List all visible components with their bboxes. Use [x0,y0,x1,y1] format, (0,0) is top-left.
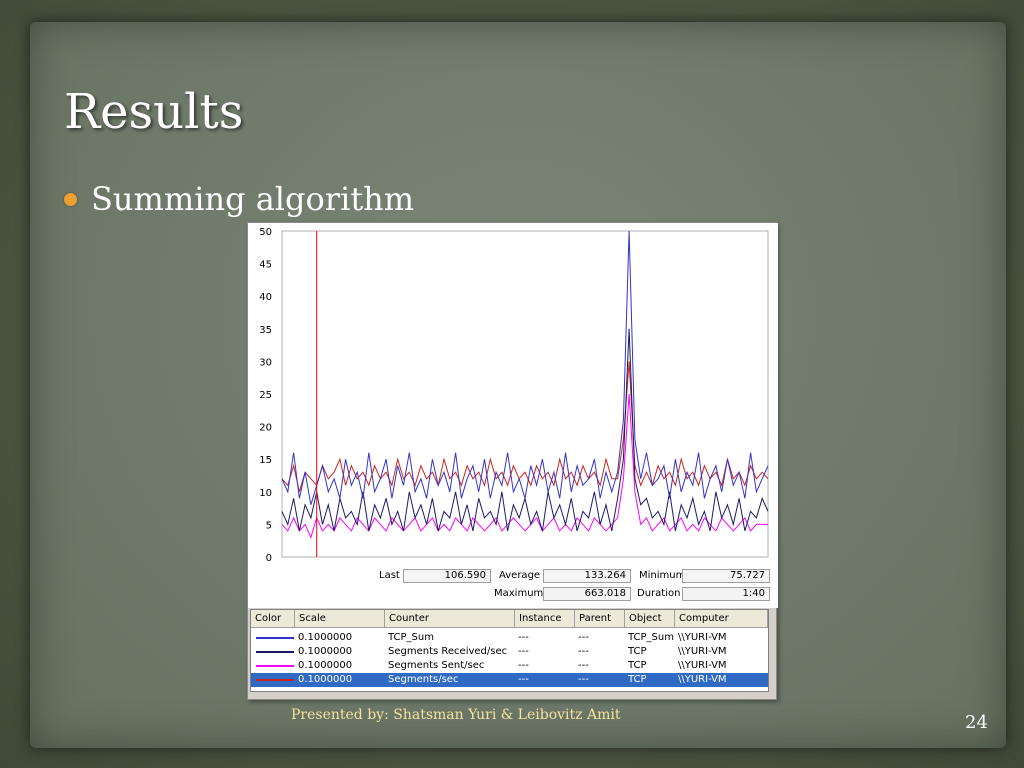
y-tick-label: 30 [259,357,272,368]
object-cell: TCP [628,646,647,657]
y-tick-label: 5 [266,520,272,531]
column-header-color[interactable]: Color [251,610,295,628]
instance-cell: --- [518,674,529,685]
slide-title: Results [64,84,244,140]
y-tick-label: 15 [259,455,272,466]
plot-frame [281,230,769,558]
y-tick-label: 0 [266,553,272,564]
slide-footer: Presented by: Shatsman Yuri & Leibovitz … [291,707,621,723]
minimum-value: 75.727 [682,569,770,583]
column-header-scale[interactable]: Scale [295,610,385,628]
y-tick-label: 45 [259,260,272,271]
scale-cell: 0.1000000 [298,632,353,643]
parent-cell: --- [578,674,589,685]
last-value: 106.590 [403,569,491,583]
perfmon-screenshot: 50 45 40 35 30 25 20 15 10 5 0 Last 106.590 Averag… [247,222,778,700]
column-header-counter[interactable]: Counter [385,610,515,628]
plot-area: 50 45 40 35 30 25 20 15 10 5 0 [248,223,778,568]
series-line [281,361,769,492]
series-color-swatch [256,637,294,639]
counter-cell: Segments Received/sec [388,646,508,657]
series-line [281,393,768,539]
series-color-swatch [256,651,294,653]
counter-row-selected[interactable]: 0.1000000 Segments/sec --- --- TCP \\YUR… [251,673,768,687]
instance-cell: --- [518,632,529,643]
maximum-label: Maximum [494,588,544,599]
bullet-text: Summing algorithm [91,180,415,218]
duration-value: 1:40 [682,587,770,601]
series-color-swatch [256,679,294,681]
page-number: 24 [965,712,988,733]
computer-cell: \\YURI-VM [678,632,727,643]
counter-row[interactable]: 0.1000000 TCP_Sum --- --- TCP_Sum \\YURI… [251,631,768,645]
last-label: Last [379,570,400,581]
bullet-item: Summing algorithm [64,180,414,218]
y-tick-label: 40 [259,292,272,303]
y-tick-label: 10 [259,488,272,499]
object-cell: TCP [628,674,647,685]
column-header-computer[interactable]: Computer [675,610,768,628]
scale-cell: 0.1000000 [298,646,353,657]
counter-row[interactable]: 0.1000000 Segments Received/sec --- --- … [251,645,768,659]
duration-label: Duration [637,588,681,599]
parent-cell: --- [578,660,589,671]
maximum-value: 663.018 [543,587,631,601]
counter-list[interactable]: Color Scale Counter Instance Parent Obje… [250,609,769,692]
counter-row[interactable]: 0.1000000 Segments Sent/sec --- --- TCP … [251,659,768,673]
computer-cell: \\YURI-VM [678,674,727,685]
bullet-dot-icon [64,192,77,206]
instance-cell: --- [518,660,529,671]
column-header-object[interactable]: Object [625,610,675,628]
instance-cell: --- [518,646,529,657]
column-header-parent[interactable]: Parent [575,610,625,628]
parent-cell: --- [578,632,589,643]
computer-cell: \\YURI-VM [678,646,727,657]
counter-cell: TCP_Sum [388,632,434,643]
column-header-instance[interactable]: Instance [515,610,575,628]
computer-cell: \\YURI-VM [678,660,727,671]
stats-panel: Last 106.590 Average 133.264 Minimum 75.… [248,568,778,608]
counter-cell: Segments Sent/sec [388,660,485,671]
average-value: 133.264 [543,569,631,583]
y-tick-label: 35 [259,325,272,336]
counter-list-header: Color Scale Counter Instance Parent Obje… [251,610,768,628]
y-tick-label: 25 [259,390,272,401]
y-tick-label: 20 [259,423,272,434]
object-cell: TCP [628,660,647,671]
parent-cell: --- [578,646,589,657]
object-cell: TCP_Sum [628,632,674,643]
scale-cell: 0.1000000 [298,674,353,685]
scale-cell: 0.1000000 [298,660,353,671]
series-line [281,230,769,505]
series-color-swatch [256,665,294,667]
average-label: Average [499,570,541,581]
counter-cell: Segments/sec [388,674,459,685]
minimum-label: Minimum [639,570,686,581]
y-tick-label: 50 [259,227,272,238]
